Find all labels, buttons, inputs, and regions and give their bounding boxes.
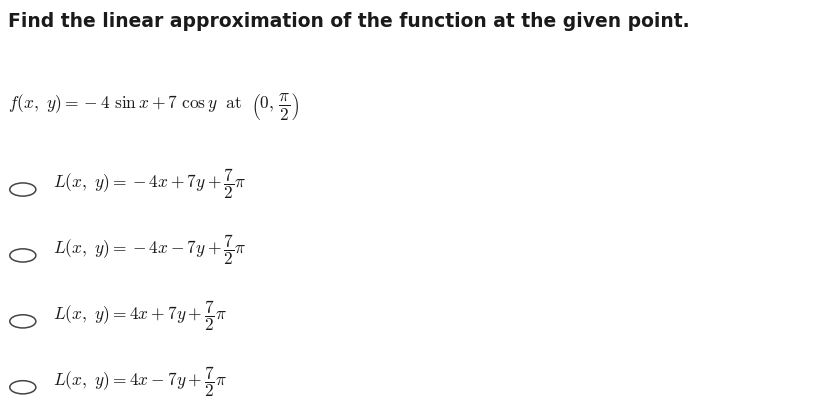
Text: Find the linear approximation of the function at the given point.: Find the linear approximation of the fun… [8,12,689,31]
Text: $L(x,\ y) = -4x - 7y + \dfrac{7}{2}\pi$: $L(x,\ y) = -4x - 7y + \dfrac{7}{2}\pi$ [53,233,246,267]
Text: $f(x,\ y) = -4\ \mathrm{sin}\,x + 7\ \mathrm{cos}\,y$$\ \ \mathrm{at}\ \ \left(0: $f(x,\ y) = -4\ \mathrm{sin}\,x + 7\ \ma… [8,91,299,122]
Text: $L(x,\ y) = 4x - 7y + \dfrac{7}{2}\pi$: $L(x,\ y) = 4x - 7y + \dfrac{7}{2}\pi$ [53,365,227,399]
Text: $L(x,\ y) = -4x + 7y + \dfrac{7}{2}\pi$: $L(x,\ y) = -4x + 7y + \dfrac{7}{2}\pi$ [53,167,246,201]
Text: $L(x,\ y) = 4x + 7y + \dfrac{7}{2}\pi$: $L(x,\ y) = 4x + 7y + \dfrac{7}{2}\pi$ [53,299,227,333]
